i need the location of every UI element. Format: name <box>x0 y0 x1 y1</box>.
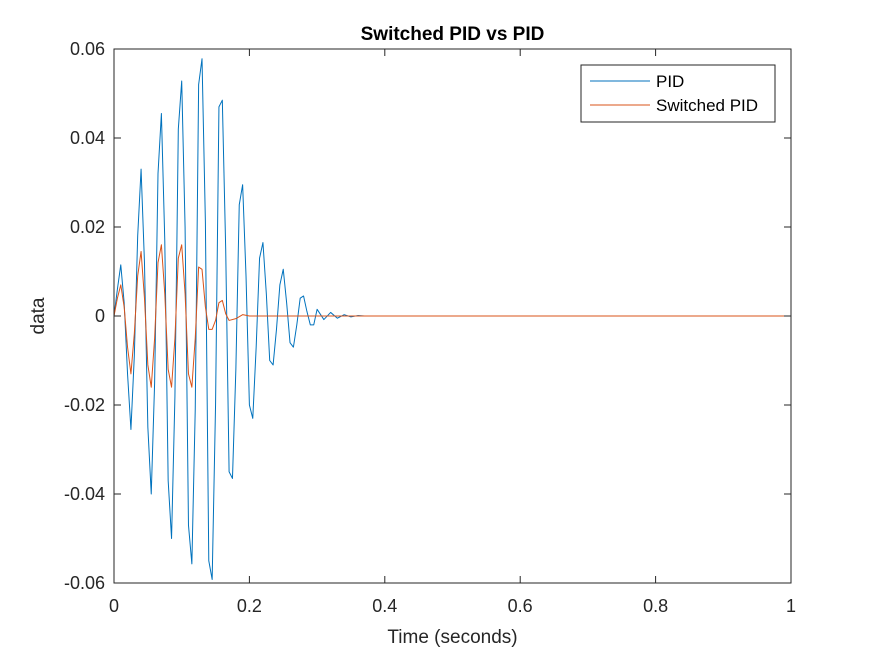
ticks-layer: 0 0.2 0.4 0.6 0.8 1 -0.06 -0.04 -0.02 0 0.02 0.04 0.… <box>64 39 796 616</box>
y-tick-label: -0.04 <box>64 484 105 504</box>
y-axis-label: data <box>28 297 49 334</box>
y-tick-label: -0.06 <box>64 573 105 593</box>
x-tick-label: 0 <box>109 596 119 616</box>
x-tick-label: 0.4 <box>372 596 397 616</box>
series-layer <box>113 58 791 580</box>
x-tick-label: 0.8 <box>643 596 668 616</box>
x-axis-label: Time (seconds) <box>387 627 517 648</box>
y-tick-label: -0.02 <box>64 395 105 415</box>
y-tick-label: 0.06 <box>70 39 105 59</box>
y-tick-label: 0.04 <box>70 128 105 148</box>
legend: PID Switched PID <box>580 64 776 123</box>
series-line-switched-pid <box>113 244 791 388</box>
legend-box <box>580 64 776 123</box>
legend-label-pid: PID <box>656 72 684 91</box>
x-tick-label: 0.2 <box>237 596 262 616</box>
chart-title: Switched PID vs PID <box>361 24 545 45</box>
y-tick-label: 0 <box>95 306 105 326</box>
series-line-pid <box>113 58 791 580</box>
legend-label-switched-pid: Switched PID <box>656 96 758 115</box>
x-tick-label: 1 <box>786 596 796 616</box>
y-tick-label: 0.02 <box>70 217 105 237</box>
x-tick-label: 0.6 <box>508 596 533 616</box>
